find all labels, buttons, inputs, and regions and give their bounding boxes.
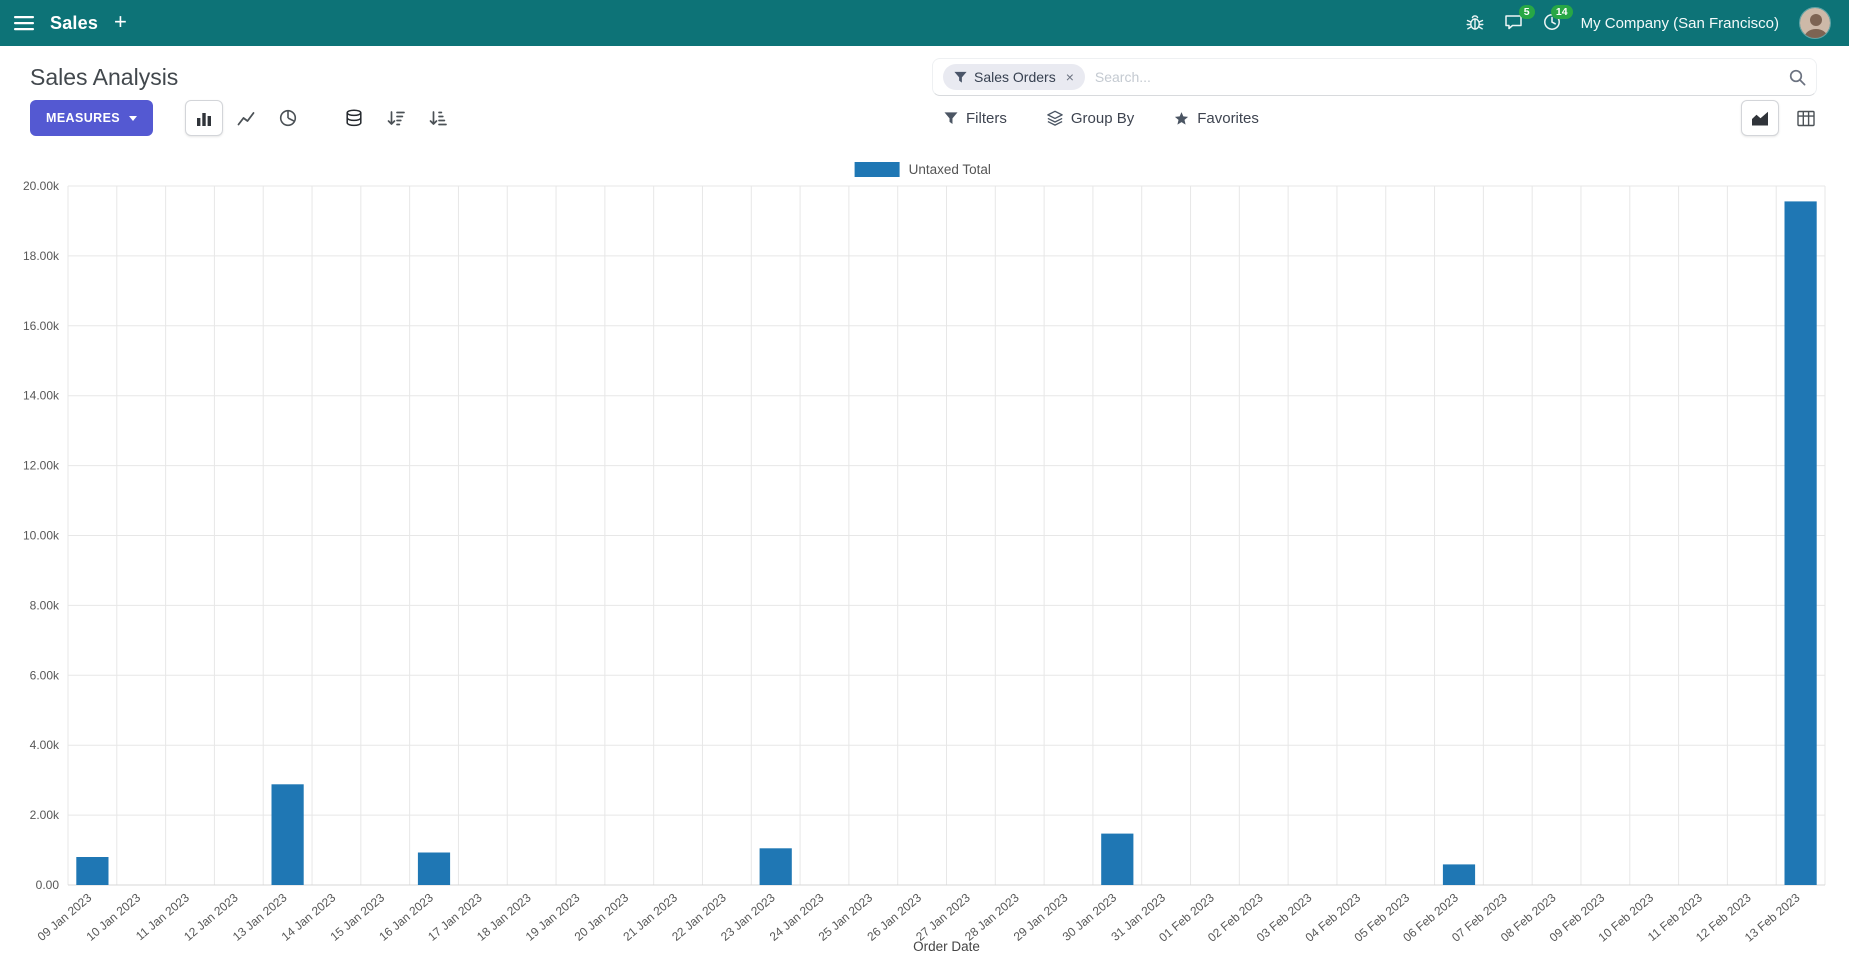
graph-view-button[interactable] [1741,100,1779,136]
filter-facet-icon [954,71,967,83]
layers-icon [1047,110,1063,126]
page-title: Sales Analysis [30,63,179,90]
chart-area: Untaxed Total 0.00 2.00k 4.00k 6.00k 8.00k 10.… [0,146,1849,958]
y-axis-tick: 12.00k [23,459,60,473]
search-bar[interactable]: Sales Orders × [932,58,1817,96]
area-chart-icon [1752,111,1768,125]
y-axis-tick: 10.00k [23,529,60,543]
group-by-label: Group By [1070,109,1135,127]
y-axis-tick: 20.00k [23,179,60,193]
navbar-right: 5 14 My Company (San Francisco) [1466,4,1831,39]
filters-label: Filters [966,109,1007,127]
star-icon [1175,111,1189,125]
y-axis-tick: 6.00k [30,668,60,682]
bar[interactable] [271,784,304,885]
bar[interactable] [1442,864,1476,885]
toolbar-row: MEASURES [0,100,1849,146]
measures-button[interactable]: MEASURES [30,100,154,136]
y-axis-tick: 16.00k [23,319,60,333]
sort-asc-icon [429,110,447,125]
activities-button[interactable]: 14 [1543,4,1573,34]
sort-descending-button[interactable] [377,100,415,136]
company-switcher[interactable]: My Company (San Francisco) [1580,14,1779,32]
sort-ascending-button[interactable] [419,100,457,136]
line-chart-mode-button[interactable] [227,100,265,136]
favorites-button[interactable]: Favorites [1174,110,1259,127]
bar[interactable] [1784,201,1817,885]
search-icon[interactable] [1789,69,1806,86]
y-axis-tick: 8.00k [30,598,60,612]
y-axis-tick: 0.00 [36,878,60,892]
chart-type-group [185,100,307,136]
pivot-view-button[interactable] [1787,100,1825,136]
bar[interactable] [417,852,451,886]
legend-label: Untaxed Total [909,162,991,177]
x-axis-tick: 10 Jan 2023 [84,890,144,943]
stacked-toggle-button[interactable] [335,100,373,136]
bar[interactable] [1101,833,1134,885]
favorites-label: Favorites [1197,109,1259,127]
legend-swatch [854,162,900,177]
x-axis-title: Order Date [913,939,980,954]
filters-button[interactable]: Filters [944,110,1007,127]
y-axis-tick: 4.00k [30,738,60,752]
add-button[interactable]: + [114,8,127,34]
control-panel: Sales Analysis Sales Orders × MEASURES [0,46,1849,146]
messages-button[interactable]: 5 [1504,4,1535,34]
sort-desc-icon [387,110,405,125]
bar[interactable] [76,857,109,885]
search-options-group: Filters Group By Favorites [944,100,1259,136]
line-chart-icon [237,111,255,125]
view-switcher [1741,100,1825,136]
bar-chart-mode-button[interactable] [185,100,224,136]
breadcrumb-row: Sales Analysis Sales Orders × [0,46,1849,100]
filter-icon [944,111,958,124]
user-avatar[interactable] [1799,7,1831,39]
chart-option-group [335,100,457,136]
facet-remove-icon[interactable]: × [1065,69,1074,85]
facet-label: Sales Orders [974,69,1056,85]
sales-analysis-bar-chart: Untaxed Total 0.00 2.00k 4.00k 6.00k 8.00k 10.… [23,162,1826,954]
measures-label: MEASURES [46,111,121,125]
top-navbar: Sales + 5 14 My Company (San Francisco) [0,0,1849,46]
stacked-database-icon [346,109,362,127]
avatar-silhouette-icon [1800,8,1830,38]
debug-button[interactable] [1466,13,1484,34]
y-axis-tick: 2.00k [30,808,60,822]
chart-legend[interactable]: Untaxed Total [854,162,991,177]
hamburger-icon [14,16,34,31]
activities-badge: 14 [1550,4,1573,19]
pivot-table-icon [1797,110,1815,126]
y-axis-tick: 18.00k [23,249,60,263]
navbar-left: Sales + [14,8,127,36]
search-input[interactable] [1094,69,1779,85]
pie-chart-mode-button[interactable] [269,100,307,136]
apps-menu-button[interactable] [14,15,34,31]
current-app-name[interactable]: Sales [50,12,99,33]
y-axis-tick: 14.00k [23,389,60,403]
search-facet[interactable]: Sales Orders × [943,64,1085,90]
group-by-button[interactable]: Group By [1047,110,1134,127]
chevron-down-icon [129,115,138,121]
messages-badge: 5 [1518,4,1535,19]
pie-chart-icon [279,109,297,127]
bar-chart-icon [197,112,212,126]
bar[interactable] [759,848,792,885]
bug-icon [1466,14,1484,30]
